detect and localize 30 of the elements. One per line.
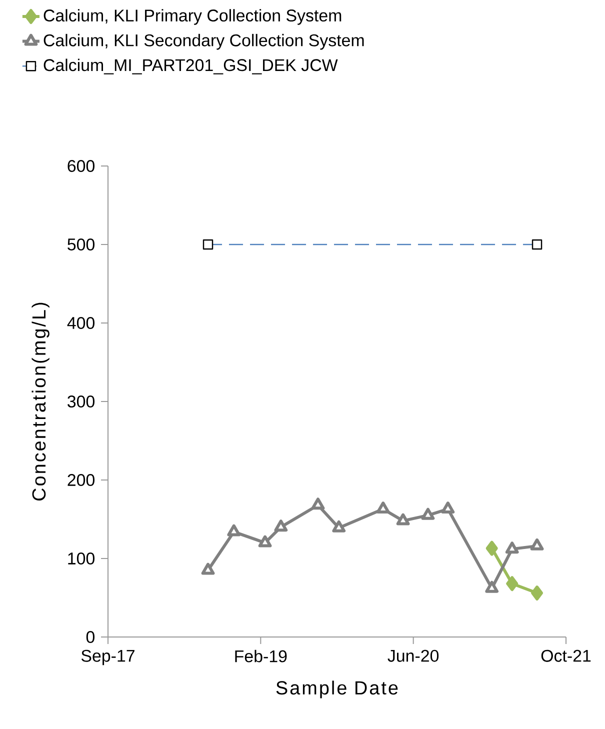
point [274,520,288,532]
x-axis-title: Sample Date [276,680,398,698]
x-tick-label: Jun-20 [388,650,439,662]
y-tick-label: 100 [68,552,94,564]
point [332,520,346,532]
point [530,538,544,550]
y-tick-label: 300 [68,395,94,408]
y-tick-label: 400 [67,316,94,329]
legend-label: Calcium, KLI Primary Collection System [44,9,342,25]
point [421,508,435,520]
point [227,524,241,536]
point [311,498,325,510]
y-tick-label: 600 [68,160,94,172]
point [441,502,455,514]
point [396,513,410,526]
y-tick-label: 200 [68,474,94,486]
point [376,502,390,514]
point [505,542,519,554]
point [258,535,272,548]
point [201,562,215,575]
x-tick-label: Sep-17 [81,650,134,666]
y-tick-label: 500 [68,238,94,250]
legend-label: Calcium, KLI Secondary Collection System [44,34,364,50]
y-tick-label: 0 [86,630,94,643]
x-tick-label: Feb-19 [235,650,287,662]
x-tick-label: Oct-21 [541,650,591,662]
legend-label: Calcium_MI_PART201_GSI_DEK JCW [44,58,338,74]
point [486,540,498,556]
y-axis-title: Concentration(mg/L) [32,302,50,500]
point [485,580,499,593]
